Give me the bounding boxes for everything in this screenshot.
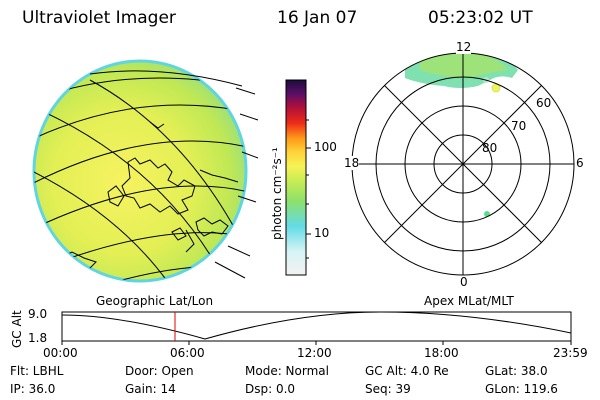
mlt-label-top: 12 bbox=[456, 40, 472, 54]
colorbar bbox=[285, 79, 311, 276]
app-title: Ultraviolet Imager bbox=[22, 8, 176, 28]
xtick-0600: 06:00 bbox=[170, 346, 205, 360]
info-dsp: Dsp: 0.0 bbox=[245, 382, 296, 396]
altitude-ytick-high: 9.0 bbox=[28, 307, 48, 321]
mlt-label-right: 6 bbox=[576, 156, 584, 170]
lat-label-60: 60 bbox=[536, 96, 552, 110]
lat-label-80: 80 bbox=[482, 141, 498, 155]
earth-disk-image bbox=[32, 59, 259, 283]
altitude-ytick-low: 1.8 bbox=[28, 331, 48, 345]
mlt-label-bottom: 0 bbox=[460, 275, 468, 289]
polar-plot bbox=[351, 52, 575, 276]
altitude-ylabel: GC Alt bbox=[10, 310, 24, 348]
lat-label-70: 70 bbox=[511, 119, 527, 133]
xtick-0000: 00:00 bbox=[43, 346, 78, 360]
info-gc-alt: GC Alt: 4.0 Re bbox=[365, 364, 449, 378]
info-ip: IP: 36.0 bbox=[10, 382, 56, 396]
left-panel-caption: Geographic Lat/Lon bbox=[96, 294, 214, 308]
time-label: 05:23:02 UT bbox=[428, 8, 533, 28]
info-door: Door: Open bbox=[125, 364, 194, 378]
info-gain: Gain: 14 bbox=[125, 382, 176, 396]
colorbar-unit-label: photon cm⁻²s⁻¹ bbox=[270, 147, 284, 240]
xtick-2359: 23:59 bbox=[553, 346, 588, 360]
info-glon: GLon: 119.6 bbox=[485, 382, 558, 396]
mlt-label-left: 18 bbox=[344, 156, 360, 170]
xtick-1800: 18:00 bbox=[424, 346, 459, 360]
xtick-1200: 12:00 bbox=[297, 346, 332, 360]
altitude-plot bbox=[61, 311, 572, 345]
right-panel-caption: Apex MLat/MLT bbox=[424, 294, 514, 308]
date-label: 16 Jan 07 bbox=[277, 8, 358, 28]
colorbar-tick-100: 100 bbox=[314, 140, 337, 154]
info-mode: Mode: Normal bbox=[245, 364, 329, 378]
info-glat: GLat: 38.0 bbox=[485, 364, 548, 378]
colorbar-tick-10: 10 bbox=[314, 226, 330, 240]
info-flt: Flt: LBHL bbox=[10, 364, 64, 378]
info-seq: Seq: 39 bbox=[365, 382, 411, 396]
